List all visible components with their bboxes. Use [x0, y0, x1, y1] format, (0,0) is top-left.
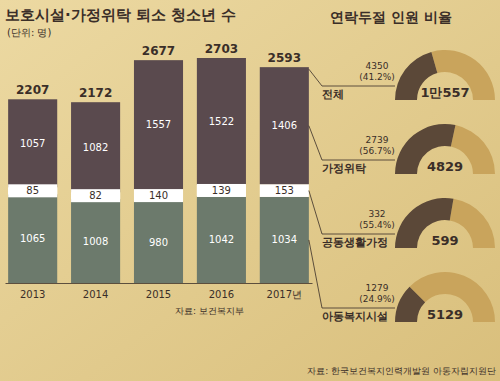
bar-segment [8, 99, 57, 187]
half-donut: 599 [395, 198, 495, 248]
label-background [71, 189, 120, 202]
percent-label: (24.9%) [359, 294, 395, 304]
data-label: 139 [212, 185, 231, 196]
connector-line [309, 191, 395, 234]
x-tick: 2013 [20, 283, 45, 300]
total-label: 2172 [79, 86, 112, 100]
x-tick: 2016 [209, 283, 234, 300]
connector-line [309, 126, 395, 160]
donut-total-label: 4829 [427, 159, 463, 174]
chart-subtitle: (단위: 명) [7, 27, 51, 38]
data-label: 1279 [366, 283, 389, 293]
bar-segment [134, 190, 183, 202]
bar-segment [8, 194, 57, 283]
percent-label: (56.7%) [359, 146, 395, 156]
data-label: 82 [89, 190, 102, 201]
half-donut: 5129 [395, 272, 495, 322]
source-note: 자료: 한국보건복지인력개발원 아동자립지원단 [307, 366, 496, 376]
data-label: 1034 [272, 234, 297, 245]
bar-segment [260, 67, 309, 184]
series-label: 공동생활가정 [322, 236, 388, 249]
data-label: 1042 [209, 234, 234, 245]
connector-line [309, 69, 395, 86]
data-label: 153 [275, 185, 294, 196]
chart-root: 보호시설·가정위탁 퇴소 청소년 수 (단위: 명) 1065 1008 980 1042… [0, 0, 500, 381]
bar-segment [260, 197, 309, 283]
data-label: 1057 [20, 138, 45, 149]
x-tick-label: 2013 [20, 289, 45, 300]
percent-label: (55.4%) [359, 220, 395, 230]
x-tick: 2015 [146, 283, 171, 300]
donut-total-label: 5129 [427, 307, 463, 322]
data-label: 1082 [83, 142, 108, 153]
label-background [197, 184, 246, 197]
x-axis-line [6, 283, 313, 284]
label-background [8, 184, 57, 197]
series-label: 전체 [322, 88, 344, 101]
data-label: 1557 [146, 119, 171, 130]
total-label: 2677 [142, 44, 175, 58]
x-tick-label: 2014 [83, 289, 108, 300]
bar-segment [134, 201, 183, 283]
x-tick: 2014 [83, 283, 108, 300]
plot-area [8, 58, 309, 283]
source-note: 자료: 보건복지부 [175, 306, 244, 316]
x-axis: 2013 2014 2015 2016 2017년 [6, 283, 313, 300]
chart-title: 보호시설·가정위탁 퇴소 청소년 수 [5, 6, 236, 24]
bar-segment [197, 185, 246, 197]
data-label: 1065 [20, 233, 45, 244]
label-background [134, 189, 183, 202]
data-label: 1008 [83, 236, 108, 247]
donut-total-label: 1만557 [420, 85, 469, 100]
total-label: 2593 [268, 51, 301, 65]
bar-segment [197, 58, 246, 185]
donuts: 1만557 4829 599 5129 [395, 50, 495, 322]
data-label: 1522 [209, 116, 234, 127]
data-label: 1406 [272, 120, 297, 131]
background [0, 0, 500, 381]
bar-segment [71, 102, 120, 192]
x-tick-label: 2017년 [267, 289, 302, 300]
x-tick: 2017년 [267, 283, 302, 300]
bar-segment [197, 196, 246, 283]
connector-line [309, 240, 395, 308]
series-label: 가정위탁 [322, 162, 366, 175]
label-layer: 1065 1008 980 1042 1034 85 82 140 139 153 1057 1082… [8, 42, 301, 248]
total-label: 2703 [205, 42, 238, 56]
total-label: 2207 [16, 83, 49, 97]
data-label: 140 [149, 190, 168, 201]
x-tick-label: 2015 [146, 289, 171, 300]
data-label: 4350 [366, 61, 389, 71]
data-label: 980 [149, 237, 168, 248]
data-label: 332 [368, 209, 385, 219]
donut-lost [395, 287, 425, 322]
donut-total-label: 599 [431, 233, 458, 248]
chart-title: 연락두절 인원 비율 [330, 9, 452, 25]
x-tick-label: 2016 [209, 289, 234, 300]
data-label: 2739 [366, 135, 389, 145]
bar-segment [134, 60, 183, 190]
bar-segment [71, 199, 120, 283]
half-donut: 1만557 [395, 50, 495, 100]
series-label: 아동복지시설 [322, 310, 388, 323]
connectors [309, 69, 395, 308]
bar-segment [260, 184, 309, 197]
percent-label: (41.2%) [359, 72, 395, 82]
half-donut: 4829 [395, 124, 495, 174]
donut-rest [410, 272, 495, 322]
data-label: 85 [26, 185, 39, 196]
